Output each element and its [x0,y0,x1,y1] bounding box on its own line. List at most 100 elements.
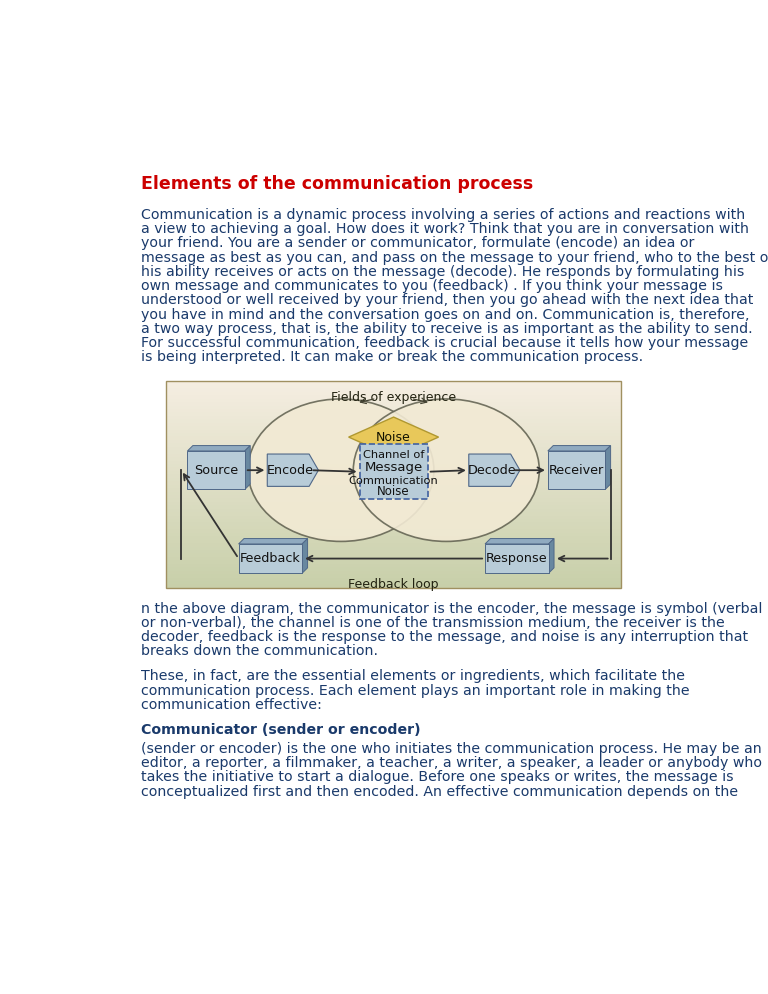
Bar [166,467,621,472]
Bar [166,557,621,561]
Bar [166,399,621,403]
Bar [166,509,621,513]
Bar [166,530,621,534]
Text: Noise: Noise [376,430,411,443]
Polygon shape [485,539,554,544]
Bar [166,512,621,516]
Bar [166,543,621,548]
Text: Communication: Communication [349,476,439,486]
Bar [166,516,621,520]
Text: Communication is a dynamic process involving a series of actions and reactions w: Communication is a dynamic process invol… [141,208,745,222]
Text: Encode: Encode [267,463,314,477]
Bar [166,396,621,400]
Text: your friend. You are a sender or communicator, formulate (encode) an idea or: your friend. You are a sender or communi… [141,237,694,250]
Bar [166,568,621,572]
Polygon shape [187,445,250,451]
Bar [166,580,621,585]
Bar [166,495,621,499]
Bar [166,450,621,454]
Bar [166,478,621,482]
Text: understood or well received by your friend, then you go ahead with the next idea: understood or well received by your frie… [141,293,753,307]
Text: decoder, feedback is the response to the message, and noise is any interruption : decoder, feedback is the response to the… [141,630,748,644]
Bar [187,451,245,489]
Text: his ability receives or acts on the message (decode). He responds by formulating: his ability receives or acts on the mess… [141,264,744,278]
Polygon shape [245,445,250,489]
Text: Noise: Noise [377,485,410,498]
Polygon shape [605,445,611,489]
Bar [239,544,302,574]
Polygon shape [349,417,439,457]
Bar [166,392,621,396]
Bar [166,550,621,555]
Text: communication process. Each element plays an important role in making the: communication process. Each element play… [141,684,690,698]
Text: takes the initiative to start a dialogue. Before one speaks or writes, the messa: takes the initiative to start a dialogue… [141,770,733,784]
Bar [166,447,621,451]
Bar [166,419,621,423]
Text: Elements of the communication process: Elements of the communication process [141,175,533,193]
Text: Feedback: Feedback [240,552,301,565]
Bar [166,526,621,530]
Text: is being interpreted. It can make or break the communication process.: is being interpreted. It can make or bre… [141,350,643,364]
Text: Message: Message [365,460,422,473]
Text: a two way process, that is, the ability to receive is as important as the abilit: a two way process, that is, the ability … [141,322,753,336]
Bar [166,519,621,523]
Bar [166,433,621,437]
Bar [166,488,621,492]
Text: communication effective:: communication effective: [141,698,322,712]
Bar [166,409,621,414]
Bar [166,505,621,510]
Bar [166,385,621,389]
Text: editor, a reporter, a filmmaker, a teacher, a writer, a speaker, a leader or any: editor, a reporter, a filmmaker, a teach… [141,756,762,770]
Text: you have in mind and the conversation goes on and on. Communication is, therefor: you have in mind and the conversation go… [141,307,750,321]
Text: own message and communicates to you (feedback) . If you think your message is: own message and communicates to you (fee… [141,279,723,293]
Polygon shape [548,445,611,451]
Bar [166,561,621,565]
Bar [166,485,621,489]
Ellipse shape [353,399,539,542]
Bar [166,491,621,496]
Text: breaks down the communication.: breaks down the communication. [141,644,378,658]
Bar [166,464,621,468]
Polygon shape [267,454,319,486]
Text: conceptualized first and then encoded. An effective communication depends on the: conceptualized first and then encoded. A… [141,784,738,798]
Bar [166,498,621,503]
Text: Receiver: Receiver [549,463,604,477]
Bar [166,382,621,587]
Bar [166,443,621,447]
Bar [166,413,621,416]
Text: Fields of experience: Fields of experience [331,392,456,405]
Text: These, in fact, are the essential elements or ingredients, which facilitate the: These, in fact, are the essential elemen… [141,669,685,684]
Text: Channel of: Channel of [362,450,425,460]
Bar [485,544,548,574]
Polygon shape [239,539,307,544]
Bar [166,575,621,579]
Bar [166,571,621,575]
Bar [166,382,621,386]
Text: (sender or encoder) is the one who initiates the communication process. He may b: (sender or encoder) is the one who initi… [141,742,762,755]
Bar [166,453,621,458]
Bar [166,547,621,551]
Polygon shape [302,539,307,574]
Bar [166,554,621,558]
Text: Response: Response [486,552,548,565]
Bar [166,389,621,393]
Polygon shape [548,539,554,574]
Bar [166,406,621,410]
Bar [166,415,621,420]
Text: For successful communication, feedback is crucial because it tells how your mess: For successful communication, feedback i… [141,336,748,350]
Bar [166,502,621,506]
Bar [166,481,621,485]
Polygon shape [468,454,520,486]
Bar [166,471,621,475]
Bar [166,533,621,537]
Bar [166,436,621,440]
Text: Feedback loop: Feedback loop [349,578,439,590]
Bar [166,536,621,541]
Bar [166,457,621,461]
Bar [548,451,605,489]
Text: Source: Source [194,463,238,477]
Text: Communicator (sender or encoder): Communicator (sender or encoder) [141,723,421,737]
Bar [166,578,621,581]
Bar [166,403,621,407]
Text: or non-verbal), the channel is one of the transmission medium, the receiver is t: or non-verbal), the channel is one of th… [141,616,725,630]
